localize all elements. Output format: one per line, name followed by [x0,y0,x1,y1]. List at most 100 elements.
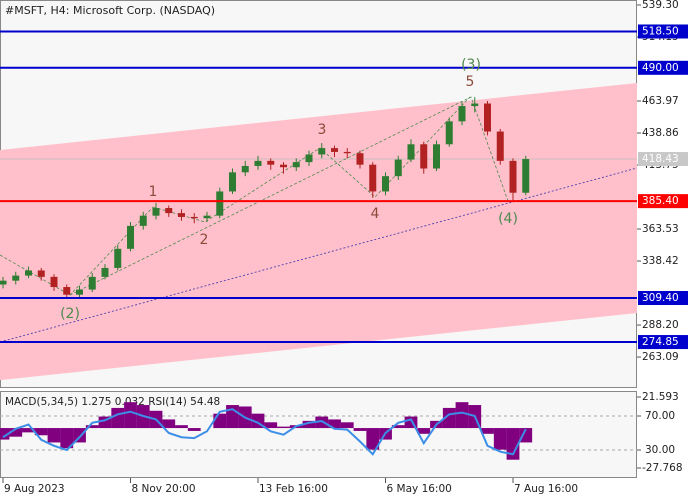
macd-bar [264,422,278,429]
candle-body [522,159,530,193]
macd-bar [213,413,227,429]
level-label: 274.85 [642,336,679,348]
level-tag [638,60,688,75]
level-tag [638,24,688,39]
macd-bar [9,428,23,437]
macd-bar [506,428,520,460]
candle-body [101,267,109,277]
y-tick-label: 438.86 [642,127,679,139]
candle-body [433,144,440,169]
candle-body [471,103,479,107]
candle-body [369,164,377,192]
x-tick-label: 8 Nov 20:00 [132,483,196,495]
candle-body [484,103,491,132]
candle-body [394,159,402,177]
candle-body [292,162,300,168]
candle-body [356,153,364,165]
candle-body [343,151,351,154]
macd-bar [493,428,507,450]
candle-body [50,276,58,288]
macd-bar [302,420,316,429]
macd-bar [455,402,469,429]
macd-bar [175,425,188,429]
candle-body [267,160,275,165]
y-tick-label: 463.97 [642,95,679,107]
macd-bar [404,416,418,429]
y-tick-label: -27.768 [642,462,683,474]
wave-label: 3 [318,122,327,138]
level-label: 518.50 [642,25,679,37]
macd-bar [391,425,405,429]
macd-bar [124,402,137,429]
candle-body [127,225,134,249]
wave-line [152,96,471,223]
level-label: 309.40 [642,292,679,304]
wave-label: (2) [60,306,80,322]
macd-bar [22,428,35,433]
macd-bar [162,419,176,429]
level-label: 385.40 [642,195,679,207]
candle-body [190,216,198,219]
candle-body [165,208,173,214]
macd-bar [34,428,48,436]
level-label: 490.00 [642,62,679,74]
candle-body [76,289,83,295]
level-tag [638,194,688,209]
level-tag [638,291,688,306]
y-tick-label: 338.42 [642,255,679,267]
indicator-title: MACD(5,34,5) 1.275 0.032 RSI(14) 54.48 [5,396,220,408]
candle-body [445,121,453,145]
macd-bar [340,422,354,429]
candle-body [458,106,466,122]
candle-body [178,213,185,217]
macd-bar [481,428,494,434]
candle-body [12,275,20,281]
x-tick-label: 13 Feb 16:00 [259,483,328,495]
macd-bar [85,425,99,429]
y-tick-label: 263.09 [642,351,679,363]
macd-bar [328,419,341,429]
candle-body [254,160,262,166]
candle-body [382,176,389,192]
candle-body [229,172,236,192]
wave-line [0,206,154,296]
candle-body [37,270,45,277]
macd-bar [60,428,74,449]
wave-label: (3) [461,57,481,73]
candle-body [331,148,338,152]
macd-bar [417,428,431,434]
macd-bar [47,428,61,443]
y-tick-label: 288.20 [642,319,679,331]
current-price-label: 418.43 [642,153,679,165]
wave-label: (4) [498,211,518,227]
candle-body [420,144,428,169]
candle-body [280,164,287,168]
candle-body [88,276,96,290]
macd-bar [519,428,533,443]
y2-tick-label: 30.00 [645,444,675,456]
candle-body [509,160,517,193]
y-tick-label: 21.593 [642,391,679,403]
y-tick-label: 363.53 [642,223,679,235]
x-tick-label: 9 Aug 2023 [4,483,65,495]
candle-body [318,148,326,155]
candle-body [25,270,32,276]
candle-body [0,280,7,285]
candle-body [63,287,71,295]
y2-tick-label: 70.00 [645,410,675,422]
candle-body [114,248,122,268]
y-tick-label: 539.30 [642,0,679,11]
candle-body [152,208,160,216]
current-price-tag [638,152,688,167]
wave-label: 4 [371,206,380,222]
candle-body [203,215,211,219]
macd-bar [0,428,10,440]
macd-bar [111,407,125,429]
price-channel [0,82,637,381]
x-tick-label: 7 Aug 16:00 [514,483,578,495]
candle-body [407,144,415,160]
wave-label: 2 [200,232,209,248]
macd-bar [277,426,290,429]
rsi-line [2,408,527,456]
